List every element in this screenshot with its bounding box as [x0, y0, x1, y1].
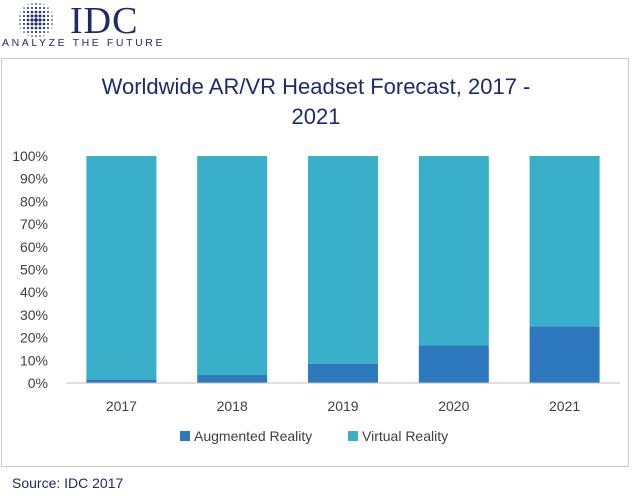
bar-virtual-2020: [418, 156, 489, 346]
bar-virtual-2017: [86, 156, 157, 380]
chart-title-line-2: 2021: [291, 104, 341, 129]
chart-frame: [1, 58, 629, 467]
y-tick-label: 100%: [12, 148, 48, 164]
x-tick-label: 2021: [549, 398, 580, 414]
y-tick-label: 10%: [20, 352, 48, 368]
chart-title: Worldwide AR/VR Headset Forecast, 2017 -…: [0, 72, 632, 132]
bar-augmented-2019: [308, 363, 378, 383]
legend-label-augmented: Augmented Reality: [194, 428, 312, 444]
x-tick-label: 2020: [438, 398, 469, 414]
bar-virtual-2019: [308, 156, 378, 364]
globe-icon: [19, 3, 53, 37]
chart-title-line-1: Worldwide AR/VR Headset Forecast, 2017 -: [101, 74, 531, 99]
y-tick-label: 40%: [20, 284, 48, 300]
bar-virtual-2018: [197, 156, 268, 376]
source-note: Source: IDC 2017: [12, 475, 124, 491]
y-tick-label: 20%: [20, 330, 48, 346]
legend-swatch-augmented: [180, 431, 190, 441]
y-tick-label: 30%: [20, 307, 48, 323]
logo-tagline: ANALYZE THE FUTURE: [2, 37, 166, 49]
y-tick-label: 60%: [20, 239, 48, 255]
bar-augmented-2017: [86, 379, 157, 383]
bar-virtual-2021: [529, 156, 600, 327]
legend-label-virtual: Virtual Reality: [362, 428, 448, 444]
x-tick-label: 2018: [217, 398, 248, 414]
y-tick-label: 50%: [20, 262, 48, 278]
idc-logo: IDC ANALYZE THE FUTURE: [0, 0, 163, 52]
x-tick-label: 2019: [327, 398, 358, 414]
y-tick-label: 70%: [20, 216, 48, 232]
bar-augmented-2020: [418, 345, 489, 383]
y-tick-label: 80%: [20, 193, 48, 209]
y-tick-label: 0%: [28, 375, 48, 391]
logo-text: IDC: [70, 0, 139, 42]
x-tick-label: 2017: [106, 398, 137, 414]
bar-augmented-2018: [197, 375, 268, 383]
bar-augmented-2021: [529, 326, 600, 383]
y-tick-label: 90%: [20, 171, 48, 187]
legend-swatch-virtual: [348, 431, 358, 441]
